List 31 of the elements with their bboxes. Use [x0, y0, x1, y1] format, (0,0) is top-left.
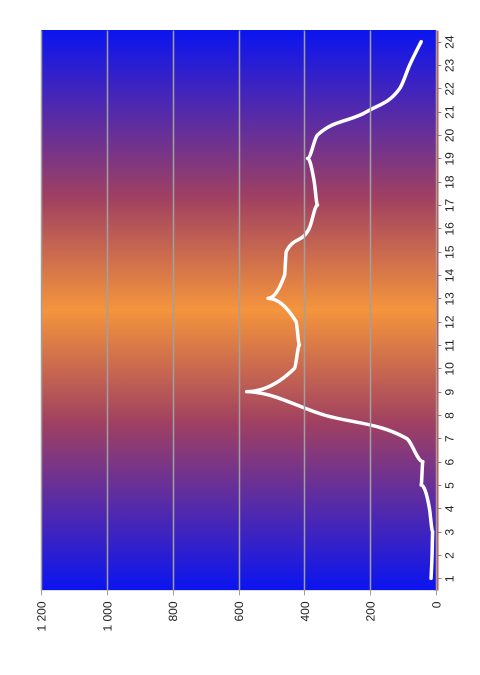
y-tick-label: 13 [442, 292, 456, 306]
y-tick-label: 12 [442, 315, 456, 329]
y-tick-label: 22 [442, 82, 456, 96]
y-tick-label: 19 [442, 152, 456, 166]
y-tick-label: 20 [442, 128, 456, 142]
y-tick-label: 8 [442, 412, 456, 419]
x-tick-label: 0 [430, 601, 444, 608]
y-tick-label: 11 [442, 338, 456, 352]
x-tick-label: 800 [166, 601, 180, 622]
y-tick-label: 1 [442, 575, 456, 582]
y-tick-label: 24 [442, 35, 456, 49]
x-tick-label: 1 000 [100, 601, 114, 632]
y-tick-label: 18 [442, 175, 456, 189]
x-tick-label: 1 200 [34, 601, 48, 632]
y-tick-label: 17 [442, 198, 456, 212]
y-tick-label: 6 [442, 458, 456, 466]
x-tick-label: 200 [364, 601, 378, 622]
y-tick-label: 2 [442, 552, 456, 559]
y-tick-label: 23 [442, 58, 456, 72]
y-tick-label: 10 [442, 362, 456, 376]
y-tick-label: 4 [442, 505, 456, 512]
y-tick-label: 21 [442, 105, 456, 119]
y-tick-label: 9 [442, 388, 456, 396]
x-tick-label: 400 [298, 601, 312, 622]
x-tick-label: 600 [232, 601, 246, 622]
y-tick-label: 15 [442, 245, 456, 259]
y-tick-label: 16 [442, 222, 456, 236]
y-tick-label: 3 [442, 528, 456, 536]
y-tick-label: 14 [442, 268, 456, 282]
y-tick-label: 7 [442, 435, 456, 442]
y-tick-label: 5 [442, 482, 456, 489]
